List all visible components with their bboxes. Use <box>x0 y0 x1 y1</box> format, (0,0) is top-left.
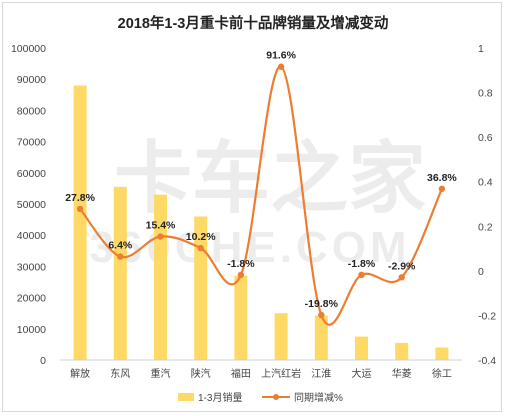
left-axis-tick-label: 90000 <box>17 74 46 86</box>
chart-title: 2018年1-3月重卡前十品牌销量及增减变动 <box>118 14 389 32</box>
category-label: 东风 <box>110 367 130 380</box>
left-axis-tick-label: 40000 <box>17 230 46 242</box>
right-axis-tick-label: 0.2 <box>478 221 493 233</box>
line-marker <box>358 271 365 279</box>
bar <box>395 342 409 360</box>
category-label: 徐工 <box>432 367 452 380</box>
bar <box>435 347 449 360</box>
category-label: 福田 <box>231 367 251 380</box>
legend-swatch-marker <box>273 394 279 400</box>
data-label: -2.9% <box>388 260 416 272</box>
left-axis-tick-label: 60000 <box>17 168 46 180</box>
line-marker <box>157 233 164 240</box>
right-axis-tick-label: 0.8 <box>478 88 493 100</box>
right-axis-tick-label: 0.6 <box>478 132 493 144</box>
data-label: 27.8% <box>65 192 95 204</box>
data-label: 91.6% <box>266 50 296 62</box>
line-marker <box>117 253 124 260</box>
right-axis-tick-label: 0 <box>478 266 484 278</box>
bar <box>234 275 248 360</box>
left-axis-tick-label: 0 <box>40 355 46 367</box>
bar <box>314 315 328 360</box>
category-label: 上汽红岩 <box>261 367 301 380</box>
legend: 1-3月销量 同期增减% <box>178 391 343 404</box>
line-marker <box>438 185 446 193</box>
category-labels: 解放 东风 重汽 陕汽 福田 上汽红岩 江淮 大运 华菱 徐工 <box>70 367 452 380</box>
left-axis-tick-label: 100000 <box>11 43 46 55</box>
left-axis-tick-label: 10000 <box>17 324 46 336</box>
bar-series <box>73 85 449 360</box>
line-marker <box>76 205 84 213</box>
line-marker <box>197 244 204 252</box>
line-marker <box>277 63 285 70</box>
legend-label-line: 同期增减% <box>294 391 343 404</box>
right-axis-tick-label: 0.4 <box>478 177 493 189</box>
line-marker <box>318 311 325 319</box>
watermark: 卡车之家 360CHE.COM <box>89 134 426 272</box>
left-axis-tick-label: 50000 <box>17 199 46 211</box>
bar <box>355 336 368 360</box>
line-marker <box>237 271 245 279</box>
right-axis-tick-label: 1 <box>478 43 484 55</box>
line-marker <box>398 274 405 281</box>
left-axis-ticks: 0 10000 20000 30000 40000 50000 60000 70000 8000… <box>11 43 46 367</box>
category-label: 华菱 <box>392 367 412 380</box>
data-label: 15.4% <box>146 220 176 232</box>
data-label: 10.2% <box>186 231 216 243</box>
category-label: 陕汽 <box>191 367 211 380</box>
category-label: 解放 <box>70 367 90 380</box>
bar <box>73 85 87 360</box>
left-axis-tick-label: 70000 <box>17 137 46 149</box>
bar <box>274 313 288 360</box>
data-label: 36.8% <box>427 172 457 184</box>
category-label: 江淮 <box>311 368 331 380</box>
right-axis-tick-label: -0.4 <box>478 355 496 367</box>
data-label: -1.8% <box>348 258 376 270</box>
data-label: -1.8% <box>227 258 255 270</box>
line-series: 27.8% 6.4% 15.4% 10.2% -1.8% 91.6% -19.8% -1.8%… <box>65 50 457 326</box>
category-label: 重汽 <box>151 367 171 380</box>
data-label: -19.8% <box>305 298 339 310</box>
right-axis-ticks: -0.4 -0.2 0 0.2 0.4 0.6 0.8 1 <box>478 43 496 367</box>
left-axis-tick-label: 30000 <box>17 261 46 273</box>
left-axis-tick-label: 20000 <box>17 293 46 305</box>
bar <box>194 216 208 360</box>
right-axis-tick-label: -0.2 <box>478 310 496 322</box>
legend-swatch-bar <box>178 393 194 401</box>
legend-label-bar: 1-3月销量 <box>198 391 242 404</box>
bar <box>113 186 127 360</box>
category-label: 大运 <box>352 367 372 380</box>
left-axis-tick-label: 80000 <box>17 105 46 117</box>
data-label: 6.4% <box>108 240 133 252</box>
